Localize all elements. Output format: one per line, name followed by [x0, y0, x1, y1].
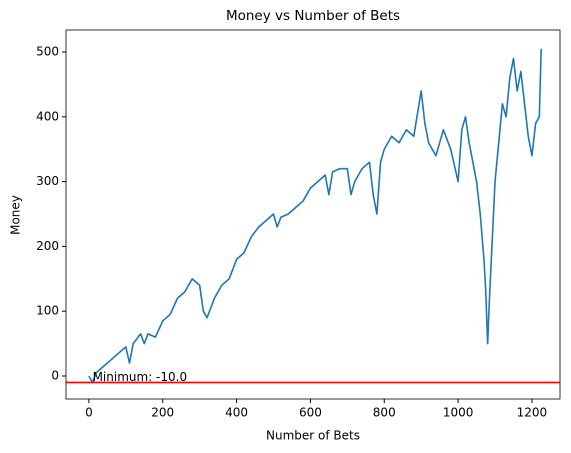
minimum-annotation: Minimum: -10.0: [93, 370, 188, 384]
data-line: [88, 48, 542, 384]
y-tick-label: 500: [36, 45, 59, 59]
y-axis-label: Money: [9, 195, 23, 235]
x-tick-label: 600: [299, 406, 322, 420]
x-tick-label: 1000: [443, 406, 474, 420]
plot-frame: [65, 29, 561, 400]
x-axis-label: Number of Bets: [266, 429, 360, 443]
y-tick-label: 0: [51, 368, 59, 382]
y-tick-label: 200: [36, 239, 59, 253]
x-tick-label: 200: [151, 406, 174, 420]
y-tick-label: 400: [36, 109, 59, 123]
chart-title: Money vs Number of Bets: [226, 8, 400, 24]
x-tick-label: 400: [225, 406, 248, 420]
x-tick-label: 800: [373, 406, 396, 420]
x-tick-label: 1200: [517, 406, 548, 420]
x-tick-label: 0: [85, 406, 93, 420]
y-tick-label: 300: [36, 174, 59, 188]
y-tick-label: 100: [36, 304, 59, 318]
